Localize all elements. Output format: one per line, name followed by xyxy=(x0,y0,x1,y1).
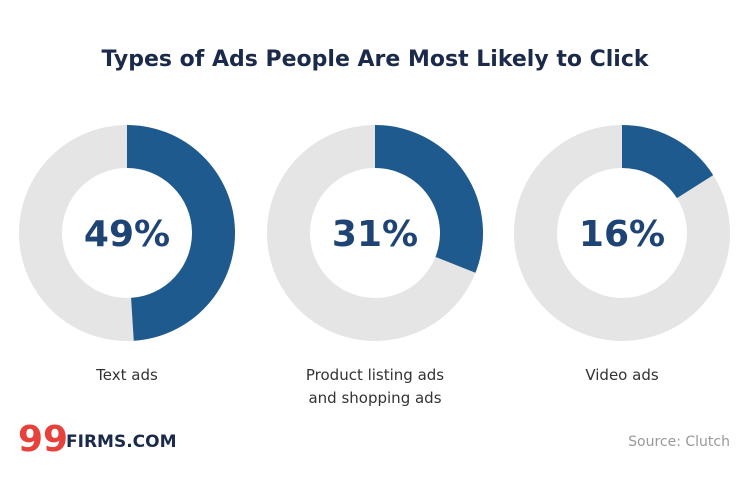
value-label: 16% xyxy=(579,214,665,255)
donut-segment xyxy=(374,125,483,273)
source: Source: Clutch xyxy=(628,434,730,450)
category-label: Product listing ads and shopping ads xyxy=(305,366,445,407)
value-label: 31% xyxy=(332,214,418,255)
donut-segment xyxy=(621,125,714,199)
logo-text: FIRMS.COM xyxy=(66,432,177,452)
donut-segment xyxy=(126,125,235,341)
logo-mark: 99 xyxy=(18,419,68,460)
value-label: 49% xyxy=(84,214,170,255)
category-label: Video ads xyxy=(585,366,659,384)
chart-title: Types of Ads People Are Most Likely to C… xyxy=(101,47,649,72)
category-label: Text ads xyxy=(96,366,158,384)
